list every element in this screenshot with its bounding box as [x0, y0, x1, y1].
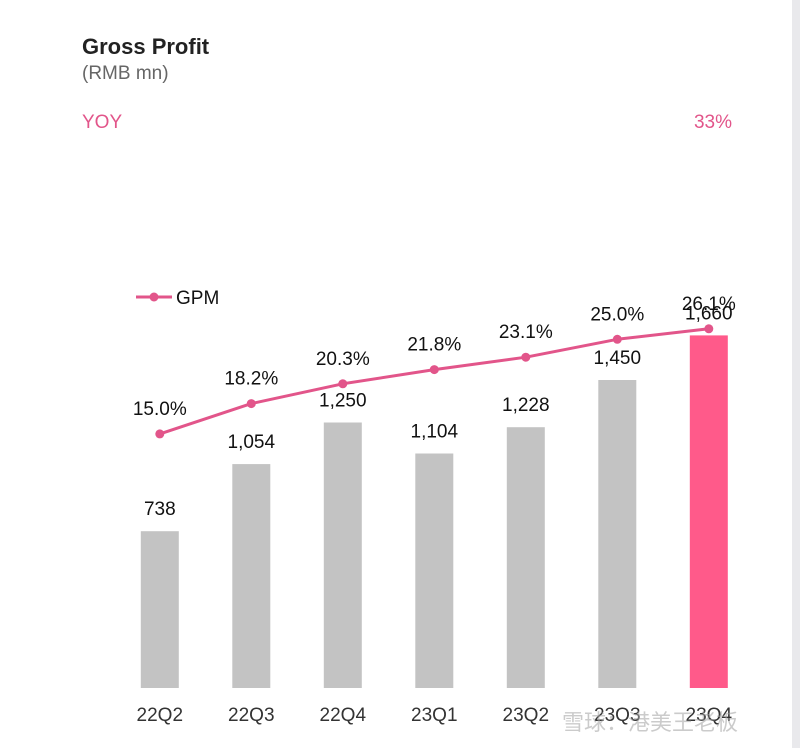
- bar-23Q3: [598, 380, 637, 688]
- gpm-point-22Q2: [155, 429, 165, 439]
- x-tick-22Q2: 22Q2: [137, 705, 183, 726]
- bar-value-label-23Q3: 1,450: [594, 348, 642, 369]
- gpm-value-label-23Q2: 23.1%: [499, 322, 553, 343]
- bar-23Q2: [506, 427, 545, 688]
- bar-22Q4: [323, 422, 362, 688]
- gpm-point-22Q4: [338, 379, 348, 389]
- gpm-value-label-23Q3: 25.0%: [590, 304, 644, 325]
- gpm-value-label-22Q3: 18.2%: [224, 369, 278, 390]
- x-tick-22Q4: 22Q4: [320, 705, 367, 726]
- bar-series: [140, 335, 728, 688]
- x-tick-23Q2: 23Q2: [503, 705, 549, 726]
- gpm-point-23Q3: [612, 334, 622, 344]
- yoy-value: 33%: [694, 112, 732, 133]
- bar-23Q1: [415, 453, 454, 688]
- bar-value-label-22Q4: 1,250: [319, 391, 367, 412]
- watermark: 雪球：港美王老板: [562, 711, 739, 736]
- x-tick-23Q1: 23Q1: [411, 705, 457, 726]
- x-axis-tick-labels: 22Q2 22Q3 22Q4 23Q1 23Q2 23Q3 23Q4: [137, 705, 733, 726]
- x-tick-23Q3: 23Q3: [594, 705, 640, 726]
- legend-label-gpm: GPM: [176, 288, 219, 309]
- right-border: [792, 0, 800, 748]
- yoy-label: YOY: [82, 112, 122, 133]
- legend-marker: [149, 292, 159, 302]
- gpm-value-label-22Q2: 15.0%: [133, 399, 187, 420]
- bar-value-label-22Q3: 1,054: [228, 432, 276, 453]
- gpm-value-label-23Q4: 26.1%: [682, 294, 736, 315]
- bar-value-label-23Q1: 1,104: [411, 422, 459, 443]
- bar-23Q4: [689, 335, 728, 688]
- gpm-point-23Q1: [429, 365, 439, 375]
- gpm-line-series: [155, 324, 714, 439]
- bar-value-label-23Q4: 1,660: [685, 303, 733, 324]
- bar-22Q2: [140, 531, 179, 688]
- gpm-value-label-22Q4: 20.3%: [316, 349, 370, 370]
- chart-title: Gross Profit: [82, 34, 210, 59]
- gpm-point-22Q3: [246, 399, 256, 409]
- bar-value-label-23Q2: 1,228: [502, 395, 550, 416]
- gpm-point-23Q4: [704, 324, 714, 334]
- chart-subtitle: (RMB mn): [82, 63, 169, 84]
- bar-value-labels: 738 1,054 1,250 1,104 1,228 1,450 1,660: [144, 303, 733, 520]
- legend: GPM: [136, 288, 219, 309]
- x-tick-23Q4: 23Q4: [686, 705, 733, 726]
- gpm-value-labels: 15.0% 18.2% 20.3% 21.8% 23.1% 25.0% 26.1%: [133, 294, 736, 420]
- bar-value-label-22Q2: 738: [144, 499, 176, 520]
- x-tick-22Q3: 22Q3: [228, 705, 274, 726]
- gpm-value-label-23Q1: 21.8%: [407, 335, 461, 356]
- bar-22Q3: [232, 464, 271, 688]
- gpm-point-23Q2: [521, 352, 531, 362]
